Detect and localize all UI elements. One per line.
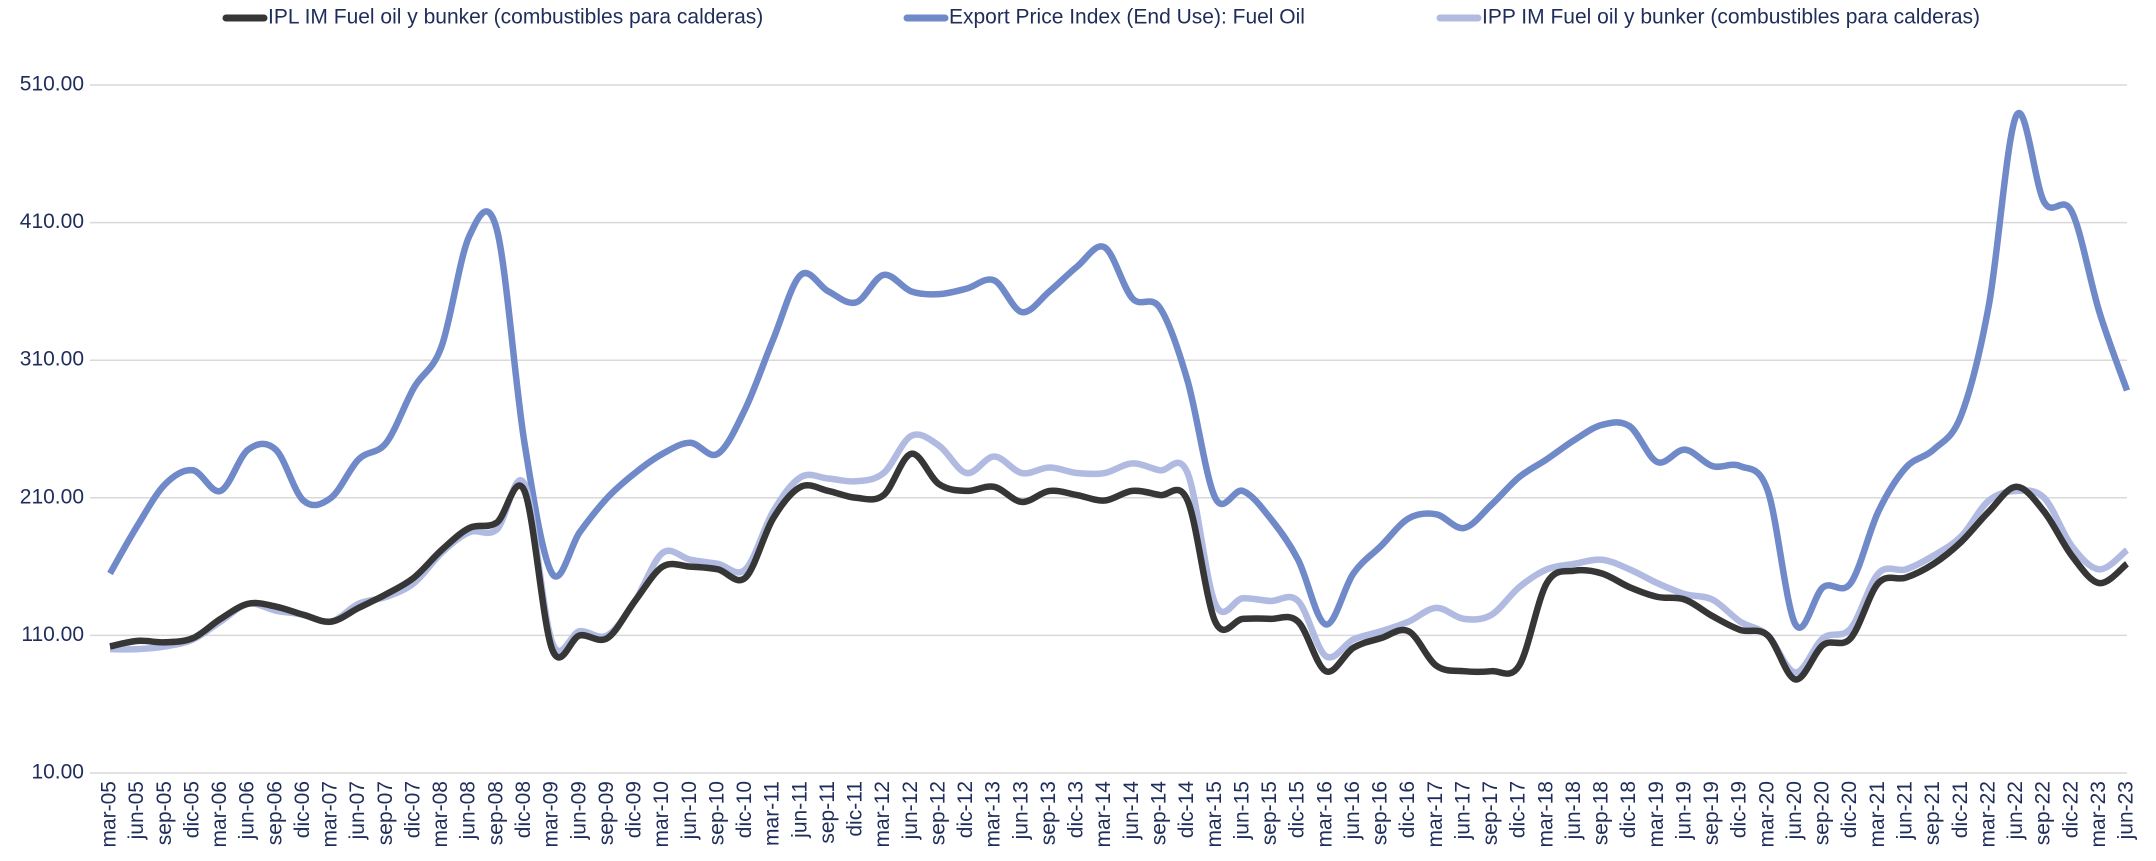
y-tick-label: 10.00 — [31, 761, 84, 784]
x-tick-label: sep-05 — [153, 781, 176, 845]
x-tick-label: jun-15 — [1230, 781, 1253, 840]
x-tick-label: sep-14 — [1147, 781, 1170, 846]
x-tick-label: sep-17 — [1479, 781, 1502, 845]
x-tick-label: sep-18 — [1590, 781, 1613, 845]
x-tick-label: sep-19 — [1700, 781, 1723, 845]
x-tick-label: sep-22 — [2032, 781, 2055, 845]
x-tick-label: sep-11 — [816, 781, 839, 844]
x-tick-label: dic-22 — [2059, 781, 2082, 838]
x-tick-label: mar-13 — [982, 781, 1005, 848]
legend-item: Export Price Index (End Use): Fuel Oil — [903, 6, 1305, 29]
x-tick-label: mar-11 — [761, 781, 784, 846]
x-tick-label: dic-10 — [733, 781, 756, 838]
x-tick-label: dic-16 — [1396, 781, 1419, 838]
x-tick-label: jun-22 — [2004, 781, 2027, 840]
x-tick-label: dic-05 — [180, 781, 203, 838]
x-tick-label: dic-15 — [1286, 781, 1309, 838]
x-tick-label: sep-10 — [705, 781, 728, 845]
x-tick-label: jun-17 — [1451, 781, 1474, 840]
legend-label: IPP IM Fuel oil y bunker (combustibles p… — [1482, 6, 1980, 29]
x-tick-label: sep-06 — [263, 781, 286, 845]
legend-label: Export Price Index (End Use): Fuel Oil — [949, 6, 1305, 29]
x-tick-label: sep-15 — [1258, 781, 1281, 845]
x-tick-label: mar-19 — [1645, 781, 1668, 848]
x-tick-label: dic-19 — [1728, 781, 1751, 838]
x-tick-label: sep-21 — [1921, 781, 1944, 845]
x-tick-label: jun-06 — [236, 781, 259, 840]
x-tick-label: dic-14 — [1175, 781, 1198, 839]
legend-label: IPL IM Fuel oil y bunker (combustibles p… — [268, 6, 763, 29]
x-tick-label: sep-16 — [1369, 781, 1392, 845]
x-tick-label: jun-19 — [1672, 781, 1695, 840]
x-tick-label: mar-09 — [540, 781, 563, 848]
x-tick-label: dic-20 — [1838, 781, 1861, 838]
x-tick-label: mar-15 — [1203, 781, 1226, 848]
x-tick-label: jun-07 — [346, 781, 369, 840]
y-tick-label: 410.00 — [20, 210, 84, 233]
x-tick-label: mar-14 — [1092, 781, 1115, 848]
series-line — [109, 431, 2130, 676]
x-tick-label: jun-08 — [457, 781, 480, 840]
x-tick-label: dic-07 — [401, 781, 424, 838]
y-tick-label: 110.00 — [21, 623, 84, 646]
x-tick-label: jun-20 — [1783, 781, 1806, 840]
x-tick-label: mar-08 — [429, 781, 452, 848]
series-line — [109, 450, 2130, 683]
x-tick-label: dic-09 — [623, 781, 646, 838]
x-tick-label: mar-23 — [2087, 781, 2110, 848]
x-tick-label: sep-13 — [1037, 781, 1060, 845]
x-tick-label: dic-06 — [291, 781, 314, 838]
x-tick-label: mar-06 — [208, 781, 231, 848]
x-tick-label: mar-05 — [98, 781, 121, 848]
y-tick-label: 310.00 — [20, 348, 84, 371]
x-tick-label: dic-17 — [1507, 781, 1530, 838]
x-tick-label: mar-10 — [650, 781, 673, 848]
x-tick-label: mar-21 — [1866, 781, 1889, 848]
x-tick-label: mar-07 — [319, 781, 342, 848]
x-tick-label: dic-12 — [954, 781, 977, 838]
x-tick-label: jun-12 — [899, 781, 922, 840]
x-tick-label: sep-09 — [595, 781, 618, 845]
x-tick-label: mar-20 — [1755, 781, 1778, 848]
x-tick-label: jun-05 — [125, 781, 148, 840]
x-tick-label: mar-12 — [871, 781, 894, 848]
x-tick-label: jun-21 — [1894, 781, 1917, 840]
legend-item: IPL IM Fuel oil y bunker (combustibles p… — [222, 6, 763, 29]
x-tick-label: dic-18 — [1617, 781, 1640, 838]
x-tick-label: mar-18 — [1534, 781, 1557, 848]
x-tick-label: dic-08 — [512, 781, 535, 838]
x-tick-label: dic-11 — [844, 781, 867, 837]
series-line — [107, 109, 2131, 631]
x-tick-label: jun-18 — [1562, 781, 1585, 840]
y-tick-label: 510.00 — [20, 73, 84, 96]
x-tick-label: mar-16 — [1313, 781, 1336, 848]
x-tick-label: mar-22 — [1976, 781, 1999, 848]
x-tick-label: dic-21 — [1949, 781, 1972, 838]
x-tick-label: jun-14 — [1120, 781, 1143, 841]
x-tick-label: dic-13 — [1065, 781, 1088, 838]
legend-item: IPP IM Fuel oil y bunker (combustibles p… — [1436, 6, 1980, 29]
x-tick-label: mar-17 — [1424, 781, 1447, 848]
x-tick-label: jun-09 — [567, 781, 590, 840]
x-tick-label: sep-07 — [374, 781, 397, 845]
x-tick-label: sep-20 — [1811, 781, 1834, 845]
x-tick-label: jun-10 — [678, 781, 701, 840]
x-tick-label: sep-08 — [484, 781, 507, 845]
x-tick-label: jun-23 — [2115, 781, 2138, 840]
x-tick-label: jun-16 — [1341, 781, 1364, 840]
y-tick-label: 210.00 — [20, 485, 84, 508]
x-tick-label: sep-12 — [926, 781, 949, 845]
x-tick-label: jun-11 — [788, 781, 811, 839]
x-tick-label: jun-13 — [1009, 781, 1032, 840]
